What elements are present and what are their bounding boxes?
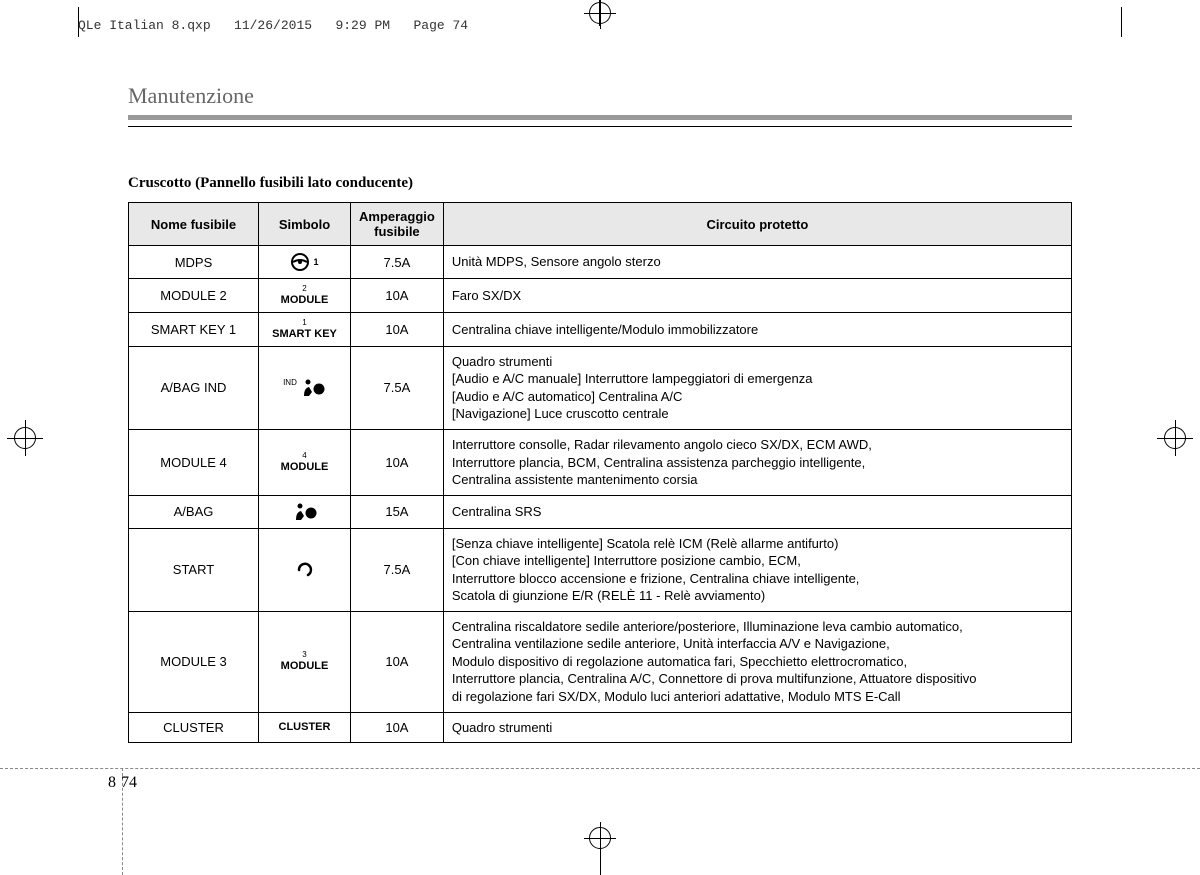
fuse-circuit: Unità MDPS, Sensore angolo sterzo xyxy=(443,246,1071,279)
table-row: MODULE 44MODULE10AInterruttore consolle,… xyxy=(129,429,1072,495)
crop-mark xyxy=(1121,7,1122,37)
print-time: 9:29 PM xyxy=(335,18,390,33)
col-header-symbol: Simbolo xyxy=(259,203,351,246)
print-filename: QLe Italian 8.qxp xyxy=(78,18,211,33)
fuse-symbol xyxy=(259,495,351,528)
fuse-symbol: 3MODULE xyxy=(259,611,351,712)
registration-mark xyxy=(1164,427,1186,449)
fuse-name: CLUSTER xyxy=(129,712,259,743)
fuse-amperage: 7.5A xyxy=(351,528,444,611)
chapter-number: 8 xyxy=(108,774,117,791)
col-header-name: Nome fusibile xyxy=(129,203,259,246)
title-rule-thick xyxy=(128,115,1072,120)
fuse-symbol: 2MODULE xyxy=(259,279,351,313)
table-row: MODULE 22MODULE10AFaro SX/DX xyxy=(129,279,1072,313)
section-title: Manutenzione xyxy=(128,83,1072,115)
fuse-amperage: 7.5A xyxy=(351,246,444,279)
registration-mark xyxy=(589,838,611,875)
registration-mark xyxy=(14,427,36,449)
fuse-symbol: 1 xyxy=(259,246,351,279)
table-header-row: Nome fusibile Simbolo Amperaggiofusibile… xyxy=(129,203,1072,246)
fuse-amperage: 10A xyxy=(351,611,444,712)
print-header: QLe Italian 8.qxp 11/26/2015 9:29 PM Pag… xyxy=(78,18,468,33)
subtitle: Cruscotto (Pannello fusibili lato conduc… xyxy=(128,175,1072,192)
fuse-circuit: [Senza chiave intelligente] Scatola relè… xyxy=(443,528,1071,611)
table-row: SMART KEY 11SMART KEY10ACentralina chiav… xyxy=(129,312,1072,346)
title-rule-thin xyxy=(128,126,1072,127)
trim-guide-h xyxy=(0,768,1200,769)
table-row: MDPS 17.5AUnità MDPS, Sensore angolo ste… xyxy=(129,246,1072,279)
fuse-symbol: 4MODULE xyxy=(259,429,351,495)
fuse-circuit: Quadro strumenti xyxy=(443,712,1071,743)
fuse-circuit: Centralina SRS xyxy=(443,495,1071,528)
airbag-icon xyxy=(292,502,318,522)
registration-mark xyxy=(599,0,601,26)
fuse-circuit: Centralina chiave intelligente/Modulo im… xyxy=(443,312,1071,346)
table-row: MODULE 33MODULE10ACentralina riscaldator… xyxy=(129,611,1072,712)
table-row: START 7.5A[Senza chiave intelligente] Sca… xyxy=(129,528,1072,611)
fuse-circuit: Quadro strumenti[Audio e A/C manuale] In… xyxy=(443,346,1071,429)
fuse-name: A/BAG xyxy=(129,495,259,528)
fuse-table: Nome fusibile Simbolo Amperaggiofusibile… xyxy=(128,202,1072,743)
fuse-circuit: Centralina riscaldatore sedile anteriore… xyxy=(443,611,1071,712)
fuse-amperage: 10A xyxy=(351,312,444,346)
fuse-symbol: 1SMART KEY xyxy=(259,312,351,346)
fuse-amperage: 10A xyxy=(351,429,444,495)
start-icon xyxy=(295,560,315,580)
page-number: 8 74 xyxy=(108,774,137,792)
fuse-amperage: 10A xyxy=(351,279,444,313)
airbag-icon xyxy=(300,378,326,398)
fuse-name: SMART KEY 1 xyxy=(129,312,259,346)
steering-icon xyxy=(290,252,310,272)
fuse-name: MODULE 3 xyxy=(129,611,259,712)
col-header-circuit: Circuito protetto xyxy=(443,203,1071,246)
fuse-amperage: 7.5A xyxy=(351,346,444,429)
fuse-symbol xyxy=(259,528,351,611)
fuse-amperage: 15A xyxy=(351,495,444,528)
fuse-symbol: CLUSTER xyxy=(259,712,351,743)
fuse-name: MDPS xyxy=(129,246,259,279)
table-row: CLUSTERCLUSTER10AQuadro strumenti xyxy=(129,712,1072,743)
fuse-symbol: IND xyxy=(259,346,351,429)
print-date: 11/26/2015 xyxy=(234,18,312,33)
col-header-amp: Amperaggiofusibile xyxy=(351,203,444,246)
page-content: Manutenzione Cruscotto (Pannello fusibil… xyxy=(128,83,1072,743)
table-row: A/BAG INDIND 7.5AQuadro strumenti[Audio … xyxy=(129,346,1072,429)
fuse-name: START xyxy=(129,528,259,611)
fuse-circuit: Interruttore consolle, Radar rilevamento… xyxy=(443,429,1071,495)
fuse-name: MODULE 4 xyxy=(129,429,259,495)
page-number-value: 74 xyxy=(121,774,137,791)
fuse-circuit: Faro SX/DX xyxy=(443,279,1071,313)
fuse-name: MODULE 2 xyxy=(129,279,259,313)
print-page-marker: Page 74 xyxy=(413,18,468,33)
fuse-amperage: 10A xyxy=(351,712,444,743)
fuse-name: A/BAG IND xyxy=(129,346,259,429)
table-row: A/BAG 15ACentralina SRS xyxy=(129,495,1072,528)
